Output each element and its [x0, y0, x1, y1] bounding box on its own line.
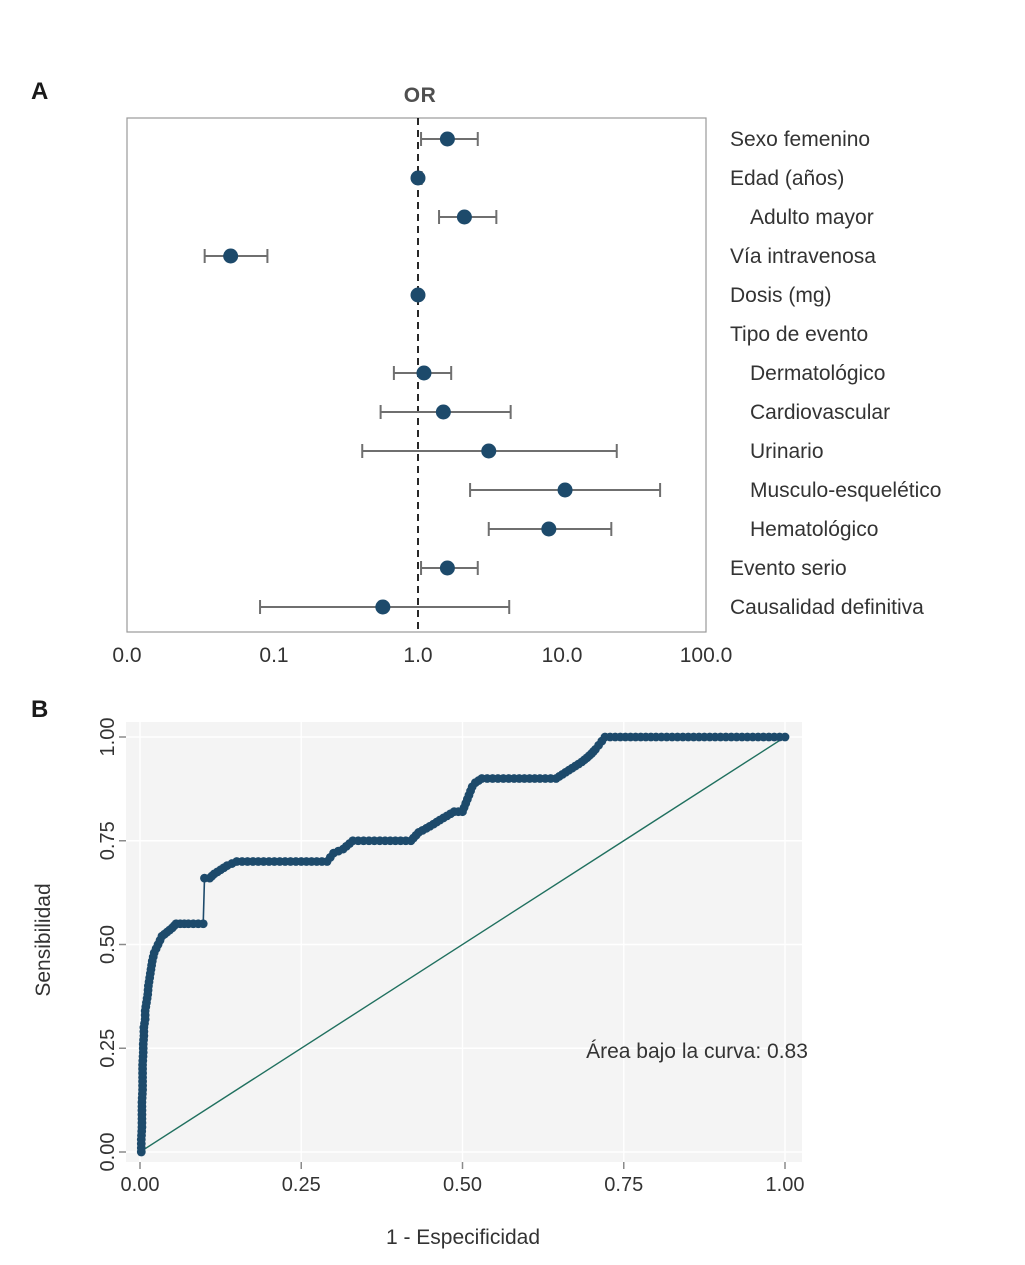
panel-b-label: B — [31, 696, 49, 723]
forest-plot-title: OR — [403, 84, 437, 107]
forest-x-tick-label: 10.0 — [542, 644, 583, 667]
panel-a-label: A — [31, 78, 49, 105]
or-point — [375, 599, 391, 615]
roc-y-tick-label: 0.50 — [97, 925, 119, 964]
or-point — [456, 209, 472, 225]
or-point — [410, 170, 426, 186]
forest-row-label: Dosis (mg) — [730, 284, 832, 307]
forest-row-label: Dermatológico — [750, 362, 885, 385]
or-point — [416, 365, 432, 381]
roc-y-tick-label: 0.75 — [97, 821, 119, 860]
or-point — [541, 521, 557, 537]
or-point — [439, 131, 455, 147]
roc-x-tick-label: 0.00 — [121, 1174, 160, 1196]
or-point — [439, 560, 455, 576]
auc-annotation: Área bajo la curva: 0.83 — [586, 1040, 808, 1063]
forest-row-label: Adulto mayor — [750, 206, 874, 229]
forest-row-label: Musculo-esquelético — [750, 479, 941, 502]
or-point — [557, 482, 573, 498]
forest-row-label: Tipo de evento — [730, 323, 868, 346]
or-point — [410, 287, 426, 303]
roc-y-tick-label: 0.25 — [97, 1029, 119, 1068]
forest-row-label: Sexo femenino — [730, 128, 870, 151]
roc-x-tick-label: 1.00 — [766, 1174, 805, 1196]
roc-y-axis-title: Sensibilidad — [32, 883, 55, 997]
diagonal-reference-line — [139, 736, 786, 1153]
forest-x-tick-label: 100.0 — [680, 644, 733, 667]
roc-x-axis-title: 1 - Especificidad — [385, 1226, 541, 1249]
roc-x-tick-label: 0.25 — [282, 1174, 321, 1196]
forest-row-label: Evento serio — [730, 557, 847, 580]
roc-point — [780, 732, 790, 742]
forest-row-label: Urinario — [750, 440, 824, 463]
or-point — [481, 443, 497, 459]
forest-x-tick-label: 0.1 — [259, 644, 288, 667]
forest-row-label: Edad (años) — [730, 167, 844, 190]
roc-y-tick-label: 1.00 — [97, 718, 119, 757]
roc-y-tick-label: 0.00 — [97, 1133, 119, 1172]
roc-x-tick-label: 0.50 — [443, 1174, 482, 1196]
forest-row-label: Hematológico — [750, 518, 878, 541]
forest-row-label: Causalidad definitiva — [730, 596, 924, 619]
forest-plot-border — [126, 117, 707, 633]
forest-row-label: Vía intravenosa — [730, 245, 876, 268]
or-point — [435, 404, 451, 420]
forest-x-tick-label: 0.0 — [112, 644, 141, 667]
roc-x-tick-label: 0.75 — [604, 1174, 643, 1196]
forest-row-label: Cardiovascular — [750, 401, 890, 424]
or-point — [223, 248, 239, 264]
roc-point — [198, 919, 208, 929]
forest-x-tick-label: 1.0 — [403, 644, 432, 667]
